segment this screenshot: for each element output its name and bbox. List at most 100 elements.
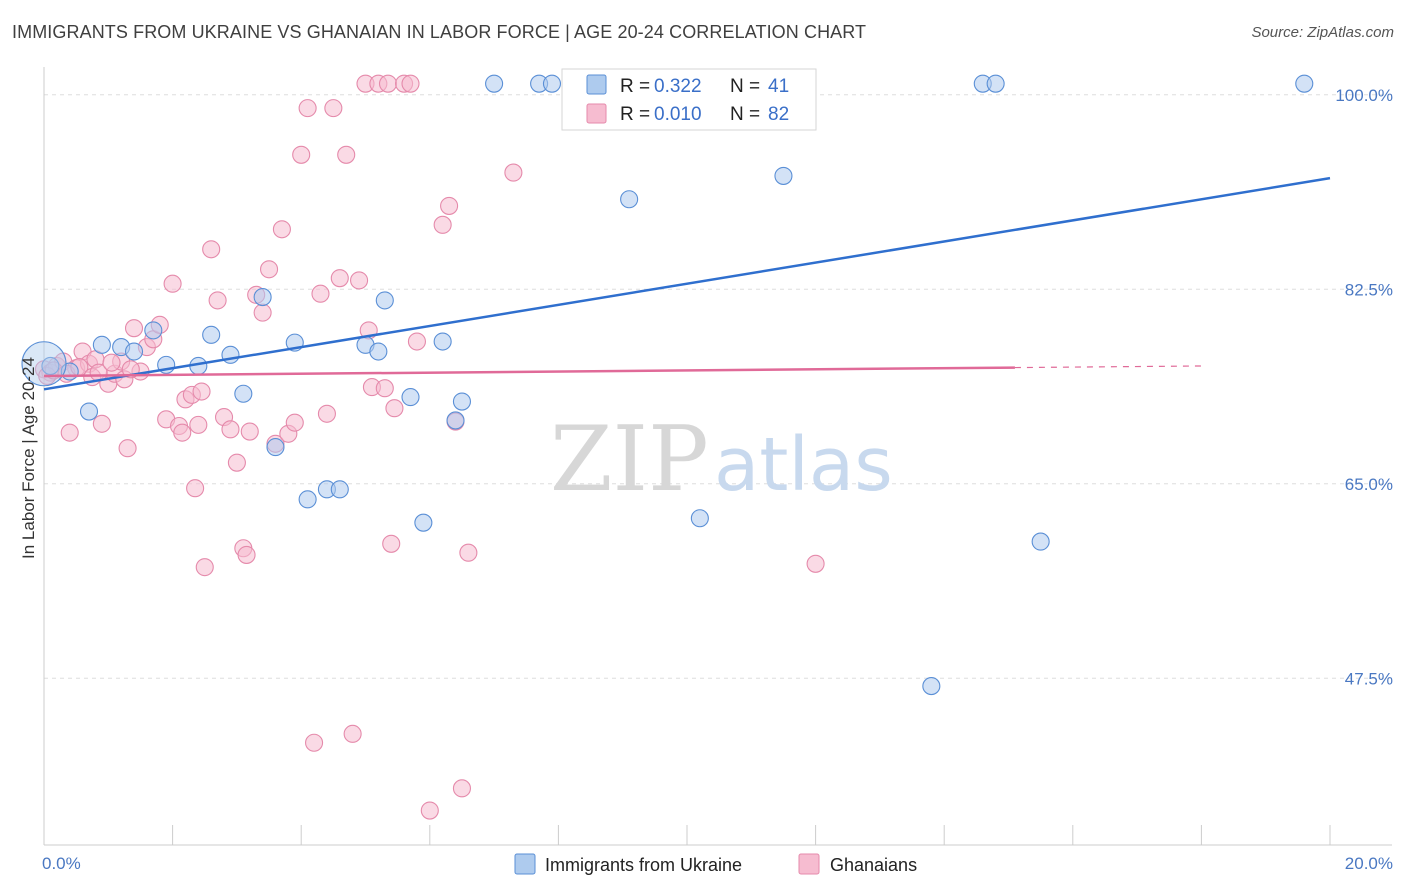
legend-n-value-ghanaians: 82 bbox=[768, 104, 789, 125]
ghanaians-point-36 bbox=[240, 422, 259, 441]
ghanaians-point-61 bbox=[385, 399, 404, 418]
ghanaians-point-80 bbox=[192, 382, 211, 401]
x-tick-label-0: 0.0% bbox=[42, 854, 81, 873]
ukraine-point-26 bbox=[485, 74, 504, 93]
ukraine-point-19 bbox=[369, 342, 388, 361]
legend-n-label-ukraine: N = bbox=[730, 76, 760, 97]
correlation-legend: R = 0.322 N = 41 R = 0.010 N = 82 bbox=[561, 68, 817, 131]
ghanaians-point-4 bbox=[60, 423, 79, 442]
ghanaians-point-78 bbox=[102, 353, 121, 372]
ghanaians-point-66 bbox=[433, 215, 452, 234]
ukraine-point-0 bbox=[41, 356, 60, 376]
y-tick-labels: 47.5% 65.0% 82.5% 100.0% bbox=[1335, 86, 1393, 688]
ghanaians-point-23 bbox=[173, 423, 192, 442]
chart-title: IMMIGRANTS FROM UKRAINE VS GHANAIAN IN L… bbox=[12, 22, 867, 42]
trend-lines bbox=[43, 176, 1331, 391]
watermark-atlas: atlas bbox=[714, 422, 893, 508]
legend-swatch-ghanaians bbox=[586, 103, 607, 124]
ghanaians-point-30 bbox=[208, 291, 227, 310]
ghanaians-point-45 bbox=[298, 99, 317, 118]
ukraine-point-39 bbox=[1295, 74, 1314, 93]
ukraine-point-25 bbox=[452, 392, 472, 411]
ghanaians-point-63 bbox=[401, 74, 420, 93]
ukraine-point-3 bbox=[92, 335, 111, 354]
ukraine-point-30 bbox=[620, 190, 639, 209]
ghanaians-point-21 bbox=[163, 274, 182, 293]
y-tick-label-0: 47.5% bbox=[1345, 669, 1393, 688]
ukraine-point-15 bbox=[298, 490, 317, 509]
ghanaians-point-29 bbox=[202, 240, 221, 259]
ghanaians-point-9 bbox=[92, 414, 111, 433]
ghanaians-point-47 bbox=[311, 284, 330, 303]
ghanaians-trend-line-extension bbox=[1014, 365, 1202, 369]
ukraine-point-17 bbox=[330, 480, 349, 499]
ukraine-point-24 bbox=[446, 411, 465, 430]
ghanaians-point-27 bbox=[189, 415, 208, 434]
y-axis-label: In Labor Force | Age 20-24 bbox=[19, 357, 38, 559]
ukraine-point-12 bbox=[253, 288, 272, 307]
ghanaians-point-79 bbox=[806, 554, 825, 573]
ukraine-point-9 bbox=[202, 325, 221, 344]
series-ukraine-points bbox=[21, 74, 1314, 696]
ukraine-point-28 bbox=[542, 74, 562, 93]
ghanaians-point-69 bbox=[452, 779, 472, 798]
legend-swatch-ukraine bbox=[586, 74, 607, 95]
ukraine-point-5 bbox=[124, 342, 144, 361]
ukraine-point-11 bbox=[234, 384, 253, 403]
legend-r-value-ukraine: 0.322 bbox=[654, 76, 702, 97]
ghanaians-point-52 bbox=[343, 724, 362, 743]
bottom-legend-label-ghanaians: Ghanaians bbox=[830, 855, 917, 875]
ukraine-point-38 bbox=[1031, 532, 1050, 551]
ghanaians-point-15 bbox=[124, 319, 144, 338]
chart-source: Source: ZipAtlas.com bbox=[1251, 24, 1394, 41]
grid-lines bbox=[44, 94, 1392, 679]
legend-r-value-ghanaians: 0.010 bbox=[654, 104, 702, 125]
watermark-zip: ZIP bbox=[550, 407, 709, 512]
ghanaians-point-65 bbox=[420, 801, 439, 820]
ghanaians-point-58 bbox=[375, 379, 394, 398]
y-tick-label-2: 82.5% bbox=[1345, 280, 1393, 299]
ghanaians-trend-line bbox=[43, 366, 1015, 378]
bottom-legend-swatch-ghanaians bbox=[798, 853, 820, 875]
ukraine-point-23 bbox=[433, 332, 452, 351]
ghanaians-point-39 bbox=[259, 260, 279, 279]
ghanaians-point-35 bbox=[237, 545, 256, 564]
ghanaians-point-64 bbox=[407, 332, 426, 351]
ghanaians-point-67 bbox=[440, 196, 459, 215]
legend-n-value-ukraine: 41 bbox=[768, 76, 789, 97]
ghanaians-point-14 bbox=[118, 439, 137, 458]
ghanaians-point-41 bbox=[272, 220, 291, 239]
ukraine-point-20 bbox=[375, 291, 394, 310]
ghanaians-point-48 bbox=[317, 404, 336, 423]
legend-r-label-ukraine: R = bbox=[620, 76, 650, 97]
ukraine-point-13 bbox=[266, 438, 285, 457]
ukraine-point-35 bbox=[922, 677, 941, 696]
ghanaians-point-60 bbox=[382, 534, 401, 553]
ghanaians-point-33 bbox=[227, 453, 246, 472]
ghanaians-point-46 bbox=[305, 733, 324, 752]
ghanaians-point-43 bbox=[285, 413, 304, 432]
ghanaians-point-38 bbox=[253, 303, 272, 322]
ukraine-point-6 bbox=[144, 321, 163, 340]
legend-r-label-ghanaians: R = bbox=[620, 104, 650, 125]
ghanaians-point-28 bbox=[195, 558, 214, 577]
ukraine-point-32 bbox=[690, 509, 709, 528]
ukraine-point-21 bbox=[401, 388, 420, 407]
ukraine-point-2 bbox=[79, 402, 99, 421]
ghanaians-point-50 bbox=[330, 269, 349, 288]
ukraine-point-34 bbox=[774, 166, 793, 185]
axes bbox=[43, 67, 1392, 846]
ghanaians-point-26 bbox=[186, 479, 205, 498]
x-tick-label-1: 20.0% bbox=[1345, 854, 1393, 873]
ukraine-point-22 bbox=[414, 513, 433, 532]
x-tick-labels: 0.0% 20.0% bbox=[42, 854, 1393, 873]
legend-n-label-ghanaians: N = bbox=[730, 104, 760, 125]
ghanaians-point-53 bbox=[350, 271, 369, 290]
y-tick-label-3: 100.0% bbox=[1335, 86, 1393, 105]
ghanaians-point-71 bbox=[504, 163, 523, 182]
series-legend: Immigrants from Ukraine Ghanaians bbox=[514, 853, 917, 875]
ghanaians-point-70 bbox=[459, 543, 478, 562]
bottom-legend-label-ukraine: Immigrants from Ukraine bbox=[545, 855, 742, 875]
ukraine-point-37 bbox=[986, 74, 1005, 93]
